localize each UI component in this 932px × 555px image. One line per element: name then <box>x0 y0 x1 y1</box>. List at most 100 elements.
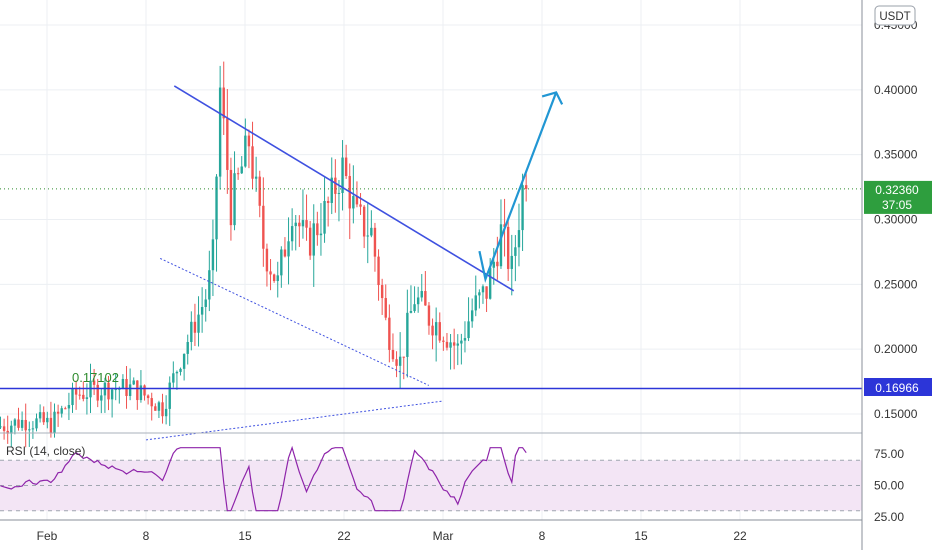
candle-body <box>456 343 459 346</box>
currency-badge[interactable]: USDT <box>874 5 916 26</box>
candlesticks <box>0 61 528 448</box>
candle-body <box>218 87 222 177</box>
candle-body <box>308 227 312 256</box>
candle-body <box>56 411 60 414</box>
candle-body <box>301 220 305 227</box>
candle-body <box>215 176 218 240</box>
support-price-value: 0.16966 <box>875 381 919 395</box>
candle-body <box>272 274 276 282</box>
candle-body <box>128 384 132 396</box>
candle-body <box>323 200 326 234</box>
candle-body <box>132 380 135 385</box>
candle-body <box>179 368 182 372</box>
candle-body <box>298 222 301 227</box>
candle-body <box>17 419 20 428</box>
candle-body <box>344 157 348 177</box>
candle-body <box>514 247 517 256</box>
candle-body <box>154 406 157 411</box>
price-tick-label: 0.25000 <box>874 277 918 291</box>
candle-body <box>168 382 171 409</box>
candle-body <box>71 388 74 406</box>
candle-body <box>208 270 211 300</box>
candle-body <box>402 356 405 358</box>
candle-body <box>161 402 164 417</box>
candle-body <box>236 173 240 175</box>
candle-body <box>506 226 510 269</box>
price-tick-label: 0.40000 <box>874 83 918 97</box>
candle-body <box>157 402 161 411</box>
candle-body <box>67 405 71 409</box>
candle-body <box>352 195 355 209</box>
candle-body <box>334 177 337 194</box>
candle-body <box>395 359 398 366</box>
projection-arrow <box>478 92 558 284</box>
candle-body <box>247 135 251 147</box>
candle-body <box>424 291 427 306</box>
candle-body <box>251 146 254 179</box>
candle-body <box>366 235 369 237</box>
support-annotation-label: 0.17102 <box>72 370 119 385</box>
candle-body <box>305 220 308 228</box>
candle-body <box>449 342 452 348</box>
candle-body <box>474 295 477 311</box>
candle-body <box>416 297 420 305</box>
rsi-title: RSI (14, close) <box>6 444 85 458</box>
candle-body <box>398 356 402 366</box>
rsi-band-fill <box>0 460 862 511</box>
candle-body <box>254 176 258 179</box>
candle-body <box>276 275 279 282</box>
candle-body <box>391 349 395 360</box>
candle-body <box>492 261 495 268</box>
candle-body <box>413 304 416 312</box>
candle-body <box>427 305 431 326</box>
candle-body <box>499 224 503 267</box>
candle-body <box>463 338 467 341</box>
time-tick-label: 15 <box>238 529 252 543</box>
rsi-line <box>0 445 527 512</box>
candle-body <box>146 395 150 399</box>
candle-body <box>31 428 35 430</box>
price-tick-label: 0.15000 <box>874 407 918 421</box>
projection-arrowhead <box>541 91 564 105</box>
candle-body <box>280 249 283 276</box>
rsi-tick-label: 50.00 <box>874 479 904 493</box>
candle-body <box>485 286 488 299</box>
candle-body <box>290 226 294 242</box>
time-tick-label: 8 <box>539 529 546 543</box>
candle-body <box>362 206 366 237</box>
price-tick-label: 0.35000 <box>874 148 918 162</box>
candle-body <box>100 395 103 401</box>
candle-countdown: 37:05 <box>882 198 912 212</box>
candle-body <box>114 389 117 391</box>
candle-body <box>478 292 481 296</box>
candle-body <box>316 223 319 236</box>
candle-body <box>269 271 272 275</box>
candle-body <box>240 166 243 174</box>
candle-body <box>406 312 409 357</box>
candle-body <box>373 227 377 257</box>
candle-body <box>35 418 38 429</box>
candle-body <box>283 249 287 257</box>
candle-body <box>200 307 204 315</box>
candle-body <box>409 311 413 313</box>
candle-body <box>53 411 56 434</box>
candle-body <box>431 325 434 336</box>
candle-body <box>294 222 297 227</box>
candle-body <box>204 299 207 308</box>
descending-trendline <box>173 85 515 292</box>
candle-body <box>2 426 6 431</box>
candle-body <box>78 394 81 396</box>
candle-body <box>337 192 341 194</box>
candle-body <box>20 419 24 428</box>
candle-body <box>287 241 290 257</box>
candle-body <box>319 233 323 236</box>
candle-body <box>143 385 146 396</box>
candle-body <box>460 340 463 344</box>
candle-body <box>74 388 78 395</box>
rsi-series-line <box>0 445 527 512</box>
candle-body <box>175 371 179 374</box>
candle-body <box>377 256 380 286</box>
candle-body <box>24 419 27 431</box>
